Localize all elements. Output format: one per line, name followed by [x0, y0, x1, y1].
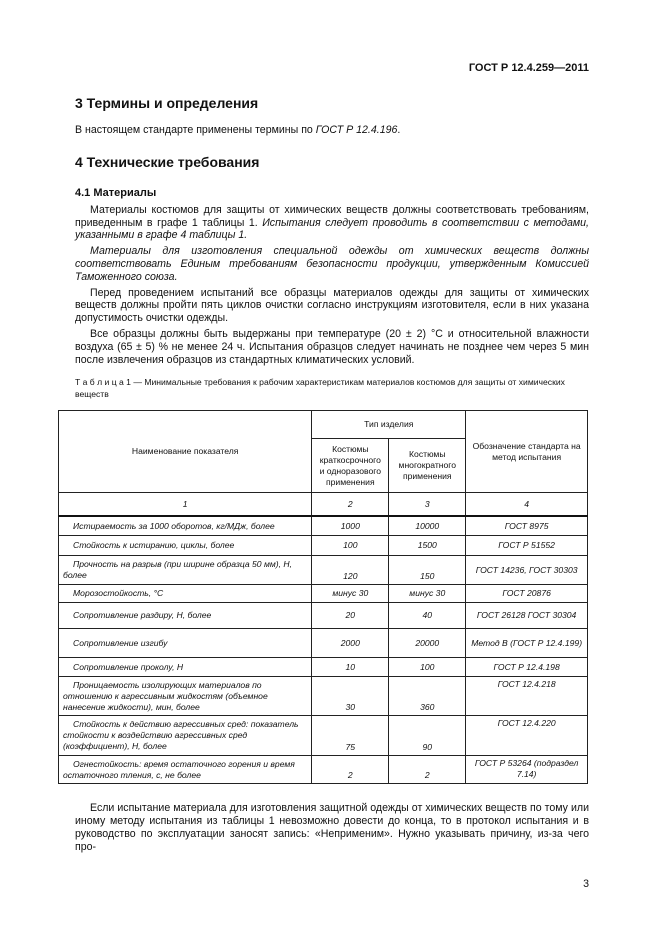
- cell-standard: ГОСТ 14236, ГОСТ 30303: [465, 555, 588, 586]
- cell-multi-use: 1500: [388, 535, 467, 557]
- table-row: Морозостойкость, °С минус 30 минус 30 ГОСТ …: [57, 584, 588, 604]
- cell-indicator: Стойкость к истиранию, циклы, более: [57, 535, 313, 557]
- cell-standard: ГОСТ 12.4.218: [465, 676, 588, 717]
- cell-short-term: 120: [311, 555, 390, 586]
- cell-multi-use: 40: [388, 602, 467, 630]
- cell-multi-use: 150: [388, 555, 467, 586]
- cell-standard: ГОСТ Р 51552: [465, 535, 588, 557]
- text: В настоящем стандарте применены термины …: [75, 124, 316, 136]
- header-type: Тип изделия: [311, 410, 467, 440]
- section-3-title: 3 Термины и определения: [75, 95, 259, 111]
- cell-short-term: 20: [311, 602, 390, 630]
- header-name: Наименование показателя: [57, 410, 313, 494]
- paragraph-3: Перед проведением испытаний все образцы …: [75, 286, 589, 325]
- paragraph-1: Материалы костюмов для защиты от химичес…: [75, 204, 589, 242]
- cell-multi-use: 360: [388, 676, 467, 717]
- cell-standard: ГОСТ Р 53264 (подраздел 7.14): [465, 755, 588, 785]
- cell-multi-use: 2: [388, 755, 467, 785]
- paragraph-2: Материалы для изготовления специальной о…: [75, 245, 589, 283]
- text-italic: Испытания следует проводить в соответств…: [75, 216, 589, 242]
- header-standard: Обозначение стандарта на метод испытания: [465, 410, 588, 494]
- cell-multi-use: 90: [388, 715, 467, 757]
- reference: ГОСТ Р 12.4.196: [315, 124, 398, 136]
- table-row: Стойкость к действию агрессивных сред: п…: [57, 715, 588, 757]
- table-row: Стойкость к истиранию, циклы, более 100 15…: [57, 535, 588, 557]
- paragraph-5: Если испытание материала для изготовлени…: [75, 802, 589, 853]
- column-number: 3: [388, 492, 467, 517]
- paragraph-4: Все образцы должны быть выдержаны при те…: [75, 327, 589, 366]
- cell-standard: ГОСТ Р 12.4.198: [465, 657, 588, 678]
- cell-indicator: Сопротивление раздиру, Н, более: [57, 602, 313, 630]
- cell-multi-use: 10000: [388, 515, 467, 537]
- cell-indicator: Сопротивление изгибу: [57, 628, 313, 659]
- cell-indicator: Проницаемость изолирующих материалов по …: [57, 676, 313, 717]
- table-row: Истираемость за 1000 оборотов, кг/МДж, б…: [57, 515, 588, 537]
- table-row: Сопротивление проколу, Н 10 100 ГОСТ Р 12.4…: [57, 657, 588, 678]
- cell-standard: ГОСТ 26128 ГОСТ 30304: [465, 602, 588, 630]
- cell-standard: ГОСТ 12.4.220: [465, 715, 588, 757]
- table-row: Прочность на разрыв (при ширине образца …: [57, 555, 588, 586]
- header-multi-use: Костюмы многократного применения: [388, 438, 467, 494]
- text: .: [397, 124, 401, 136]
- cell-short-term: 2: [311, 755, 390, 785]
- cell-short-term: 10: [311, 657, 390, 678]
- cell-multi-use: 20000: [388, 628, 467, 659]
- requirements-table: Наименование показателя Тип изделия Обозна…: [57, 410, 588, 785]
- cell-indicator: Стойкость к действию агрессивных сред: п…: [57, 715, 313, 757]
- column-number: 2: [311, 492, 390, 517]
- cell-indicator: Истираемость за 1000 оборотов, кг/МДж, б…: [57, 515, 313, 537]
- cell-indicator: Морозостойкость, °С: [57, 584, 313, 604]
- cell-short-term: 75: [311, 715, 390, 757]
- subsection-title: 4.1 Материалы: [75, 186, 157, 199]
- running-header: ГОСТ Р 12.4.259—2011: [468, 62, 589, 74]
- cell-short-term: 2000: [311, 628, 390, 659]
- cell-short-term: минус 30: [311, 584, 390, 604]
- column-number: 1: [57, 492, 313, 517]
- cell-indicator: Огнестойкость: время остаточного горения…: [57, 755, 313, 785]
- table-row: Сопротивление раздиру, Н, более 20 40 ГОСТ …: [57, 602, 588, 630]
- cell-short-term: 30: [311, 676, 390, 717]
- table-row: Сопротивление изгибу 2000 20000 Метод В (ГО…: [57, 628, 588, 659]
- cell-standard: ГОСТ 20876: [465, 584, 588, 604]
- cell-multi-use: 100: [388, 657, 467, 678]
- page-number: 3: [583, 878, 589, 890]
- section-3-text: В настоящем стандарте применены термины …: [75, 124, 589, 137]
- cell-standard: ГОСТ 8975: [465, 515, 588, 537]
- cell-short-term: 100: [311, 535, 390, 557]
- page-body: 3 Термины и определения В настоящем стан…: [57, 95, 589, 854]
- header-short-term: Костюмы краткосрочного и одноразового пр…: [311, 438, 390, 494]
- table-caption: Т а б л и ц а 1 — Минимальные требования…: [75, 377, 565, 400]
- text: Материалы костюмов для защиты от химичес…: [75, 203, 589, 229]
- table-row: Огнестойкость: время остаточного горения…: [57, 755, 588, 785]
- cell-indicator: Прочность на разрыв (при ширине образца …: [57, 555, 313, 586]
- cell-multi-use: минус 30: [388, 584, 467, 604]
- cell-indicator: Сопротивление проколу, Н: [57, 657, 313, 678]
- section-4-title: 4 Технические требования: [75, 153, 260, 170]
- cell-short-term: 1000: [311, 515, 390, 537]
- table-row: Проницаемость изолирующих материалов по …: [57, 676, 588, 717]
- cell-standard: Метод В (ГОСТ Р 12.4.199): [465, 628, 588, 659]
- column-number: 4: [465, 492, 588, 517]
